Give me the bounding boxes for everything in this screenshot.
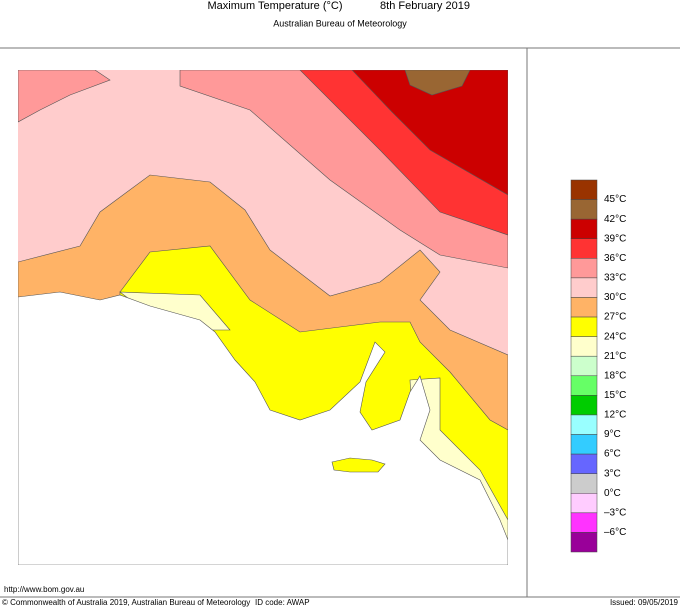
legend-swatch [570, 258, 598, 279]
legend-swatch [570, 453, 598, 474]
legend-label: 24°C [604, 331, 626, 342]
legend-swatch [570, 512, 598, 533]
zone [351, 70, 508, 196]
legend-swatch [570, 199, 598, 220]
legend-label: 21°C [604, 351, 626, 362]
legend-label: 0°C [604, 488, 621, 499]
legend-swatch [570, 297, 598, 318]
legend-swatch [570, 434, 598, 455]
legend-swatch [570, 316, 598, 337]
legend-swatch [570, 375, 598, 396]
legend-swatch [570, 395, 598, 416]
map [18, 70, 508, 565]
legend-label: 39°C [604, 233, 626, 244]
legend-swatch [570, 336, 598, 357]
legend-label: 33°C [604, 273, 626, 284]
zone [404, 70, 471, 96]
footer-copyright: © Commonwealth of Australia 2019, Austra… [2, 598, 250, 607]
legend-swatch [570, 277, 598, 298]
legend-label: 27°C [604, 312, 626, 323]
legend-swatch [570, 532, 598, 553]
legend-label: 42°C [604, 214, 626, 225]
legend-label: 45°C [604, 194, 626, 205]
footer-issued: Issued: 09/05/2019 [610, 598, 679, 607]
legend-label: 3°C [604, 468, 621, 479]
legend-swatch [570, 218, 598, 239]
legend-swatch [570, 179, 598, 200]
zone [18, 70, 111, 123]
footer-url: http://www.bom.gov.au [4, 585, 84, 594]
legend-swatch [570, 238, 598, 259]
legend-swatch [570, 493, 598, 514]
legend-label: 9°C [604, 429, 621, 440]
legend-label: –6°C [604, 527, 626, 538]
legend-label: 30°C [604, 292, 626, 303]
legend-label: 18°C [604, 370, 626, 381]
legend-swatch [570, 414, 598, 435]
footer-id: ID code: AWAP [255, 598, 310, 607]
legend-swatch [570, 355, 598, 377]
legend-label: 12°C [604, 410, 626, 421]
ocean [18, 291, 508, 565]
island [331, 457, 386, 473]
date: 8th February 2019 [380, 0, 470, 12]
legend-swatch [570, 473, 598, 494]
legend-label: 6°C [604, 449, 621, 460]
legend-label: 36°C [604, 253, 626, 264]
title: Maximum Temperature (°C) [207, 0, 342, 12]
legend-label: –3°C [604, 507, 626, 518]
subtitle: Australian Bureau of Meteorology [273, 18, 407, 28]
legend-label: 15°C [604, 390, 626, 401]
legend: 45°C 42°C 39°C 36°C 33°C 30°C 27°C 24°C 21°C 18°C… [570, 179, 626, 553]
